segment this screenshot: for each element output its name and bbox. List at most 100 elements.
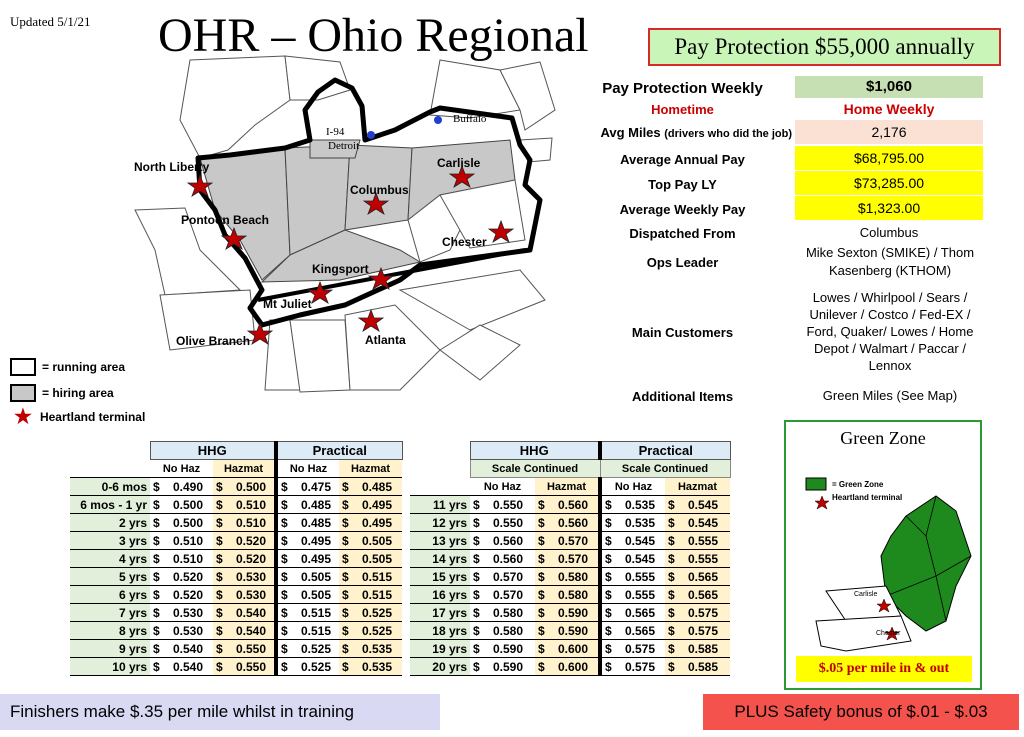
map-label-north-liberty: North Liberty	[134, 160, 210, 174]
tenure-label: 17 yrs	[410, 603, 470, 622]
rate-cell: $0.575	[665, 603, 730, 622]
avg-weekly-pay-value: $1,323.00	[795, 196, 983, 220]
detroit-dot	[367, 131, 375, 139]
dollar-sign: $	[668, 641, 675, 656]
rate-cell: $0.515	[276, 621, 339, 640]
dollar-sign: $	[605, 497, 612, 512]
table-row: 11 yrs $0.550 $0.560 $0.535 $0.545	[410, 495, 730, 514]
rate-cell: $0.550	[213, 639, 278, 658]
rate-cell: $0.525	[339, 621, 402, 640]
terminal-star-pontoon-beach	[220, 226, 248, 250]
rate-cell: $0.590	[470, 639, 535, 658]
rate-value: 0.550	[235, 659, 266, 674]
map-label-i94: I-94	[326, 126, 345, 138]
dollar-sign: $	[342, 641, 349, 656]
rate-cell: $0.565	[600, 621, 665, 640]
rate-value: 0.560	[557, 515, 588, 530]
rate-value: 0.590	[557, 623, 588, 638]
rate-cell: $0.555	[600, 585, 665, 604]
dollar-sign: $	[668, 659, 675, 674]
dollar-sign: $	[668, 533, 675, 548]
rate-cell: $0.495	[339, 513, 402, 532]
rate-value: 0.505	[300, 569, 331, 584]
rate-value: 0.555	[624, 587, 655, 602]
rate-cell: $0.580	[470, 621, 535, 640]
rate-value: 0.515	[300, 623, 331, 638]
terminal-star-columbus	[362, 191, 390, 215]
rate-cell: $0.520	[213, 531, 278, 550]
green-zone-state-lines	[885, 495, 972, 622]
green-zone-region	[880, 495, 972, 632]
table-row: 5 yrs $0.520 $0.530 $0.505 $0.515	[70, 567, 402, 586]
dollar-sign: $	[216, 641, 223, 656]
rate-value: 0.495	[361, 515, 392, 530]
rate-cell: $0.545	[600, 531, 665, 550]
rate-cell: $0.560	[470, 549, 535, 568]
table-row: 4 yrs $0.510 $0.520 $0.495 $0.505	[70, 549, 402, 568]
rate-value: 0.475	[300, 479, 331, 494]
main-customers-line: Lennox	[868, 358, 912, 373]
table-row: 9 yrs $0.540 $0.550 $0.525 $0.535	[70, 639, 402, 658]
dollar-sign: $	[153, 515, 160, 530]
scale-continued-header: Scale Continued	[599, 459, 731, 478]
dollar-sign: $	[216, 569, 223, 584]
table-row: 20 yrs $0.590 $0.600 $0.575 $0.585	[410, 657, 730, 676]
rate-cell: $0.500	[213, 477, 278, 496]
rate-cell: $0.575	[600, 639, 665, 658]
rate-cell: $0.560	[470, 531, 535, 550]
tenure-label: 10 yrs	[70, 657, 150, 676]
dollar-sign: $	[153, 479, 160, 494]
tenure-label: 19 yrs	[410, 639, 470, 658]
rate-cell: $0.575	[665, 621, 730, 640]
map-state-outline	[289, 319, 351, 393]
rate-value: 0.575	[687, 605, 718, 620]
dollar-sign: $	[668, 515, 675, 530]
pay-table-left: HHG Practical No Haz Hazmat No Haz Hazma…	[70, 441, 403, 676]
rate-value: 0.560	[492, 533, 523, 548]
map-state-outline	[439, 324, 521, 381]
dollar-sign: $	[153, 605, 160, 620]
rate-cell: $0.540	[213, 621, 278, 640]
map-label-olive-branch: Olive Branch	[176, 334, 251, 348]
rate-value: 0.490	[172, 479, 203, 494]
map-label-kingsport: Kingsport	[312, 262, 369, 276]
rate-value: 0.485	[361, 479, 392, 494]
pay-table-right-body: 11 yrs $0.550 $0.560 $0.535 $0.545 12 yrs $0.5…	[410, 495, 730, 676]
rate-cell: $0.570	[535, 531, 602, 550]
dollar-sign: $	[216, 551, 223, 566]
dollar-sign: $	[153, 587, 160, 602]
rate-cell: $0.535	[339, 657, 402, 676]
avg-annual-pay-value: $68,795.00	[795, 146, 983, 170]
dollar-sign: $	[216, 479, 223, 494]
tenure-label: 14 yrs	[410, 549, 470, 568]
dollar-sign: $	[342, 659, 349, 674]
dollar-sign: $	[281, 623, 288, 638]
dollar-sign: $	[342, 605, 349, 620]
dollar-sign: $	[342, 569, 349, 584]
rate-value: 0.560	[492, 551, 523, 566]
ops-leader-line2: Kasenberg (KTHOM)	[828, 263, 952, 278]
green-zone-label-chester: Chester	[876, 630, 901, 637]
rate-value: 0.545	[624, 551, 655, 566]
main-customers-line: Unilever / Costco / Fed-EX /	[809, 307, 971, 322]
rate-cell: $0.560	[535, 495, 602, 514]
updated-date: Updated 5/1/21	[10, 14, 91, 29]
avg-miles-label: Avg Miles (drivers who did the job)	[574, 125, 792, 140]
table-row: 18 yrs $0.580 $0.590 $0.565 $0.575	[410, 621, 730, 640]
tenure-label: 6 mos - 1 yr	[70, 495, 150, 514]
rate-value: 0.545	[687, 497, 718, 512]
map-label-carlisle: Carlisle	[437, 156, 481, 170]
rate-value: 0.545	[687, 515, 718, 530]
rate-value: 0.550	[492, 515, 523, 530]
map-label-atlanta: Atlanta	[365, 333, 406, 347]
dollar-sign: $	[473, 515, 480, 530]
table-row: 19 yrs $0.590 $0.600 $0.575 $0.585	[410, 639, 730, 658]
rate-value: 0.590	[492, 659, 523, 674]
dollar-sign: $	[668, 623, 675, 638]
rate-cell: $0.530	[213, 585, 278, 604]
green-zone-title: Green Zone	[840, 428, 926, 448]
dollar-sign: $	[538, 515, 545, 530]
rate-cell: $0.570	[535, 549, 602, 568]
tenure-label: 9 yrs	[70, 639, 150, 658]
map-label-detroit: Detroit	[328, 140, 360, 152]
